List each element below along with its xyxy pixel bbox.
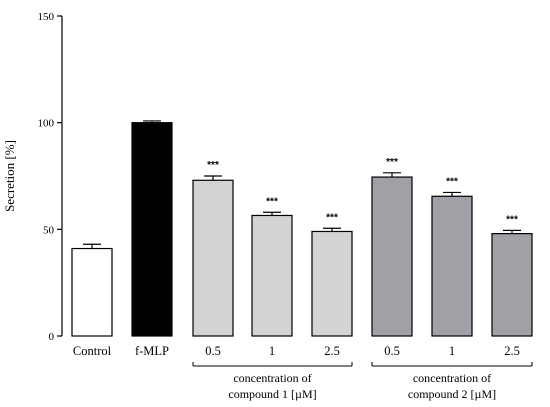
category-label-4: 2.5 (324, 344, 340, 358)
significance-label-5: *** (386, 157, 398, 168)
category-label-3: 1 (269, 344, 275, 358)
group-label-line2-1: compound 2 [µM] (408, 387, 496, 401)
bar-4 (311, 230, 353, 337)
y-axis-ticks: 0 50 100 150 (38, 11, 62, 343)
bars (71, 122, 533, 337)
group-label-line1-0: concentration of (233, 371, 311, 385)
bar-6 (431, 195, 473, 337)
significance-label-2: *** (207, 160, 219, 171)
y-axis-title: Secretion [%] (2, 140, 17, 212)
bar-0 (71, 247, 113, 337)
bar-3 (251, 214, 293, 337)
category-label-1: f-MLP (135, 344, 169, 358)
category-label-2: 0.5 (205, 344, 221, 358)
category-label-7: 2.5 (504, 344, 520, 358)
significance-label-3: *** (266, 196, 278, 207)
category-label-6: 1 (449, 344, 455, 358)
y-tick-label-2: 100 (38, 118, 55, 130)
significance-label-6: *** (446, 176, 458, 187)
significance-labels: *** *** *** *** *** *** (207, 157, 518, 226)
bar-7 (491, 233, 533, 337)
y-tick-label-0: 0 (49, 331, 55, 343)
y-tick-label-1: 50 (43, 224, 55, 236)
category-labels: Control f-MLP 0.5 1 2.5 0.5 1 2.5 (73, 344, 520, 358)
group-label-line1-1: concentration of (413, 371, 491, 385)
group-label-line2-0: compound 1 [µM] (228, 387, 316, 401)
bar-1 (131, 122, 173, 337)
bar-2 (192, 179, 234, 337)
category-label-5: 0.5 (384, 344, 400, 358)
category-label-0: Control (73, 344, 112, 358)
group-brackets: concentration of compound 1 [µM] concentra… (192, 362, 533, 401)
bar-5 (371, 176, 413, 337)
significance-label-7: *** (506, 214, 518, 225)
y-tick-label-3: 150 (38, 11, 55, 23)
significance-label-4: *** (326, 212, 338, 223)
error-bars (83, 120, 521, 249)
